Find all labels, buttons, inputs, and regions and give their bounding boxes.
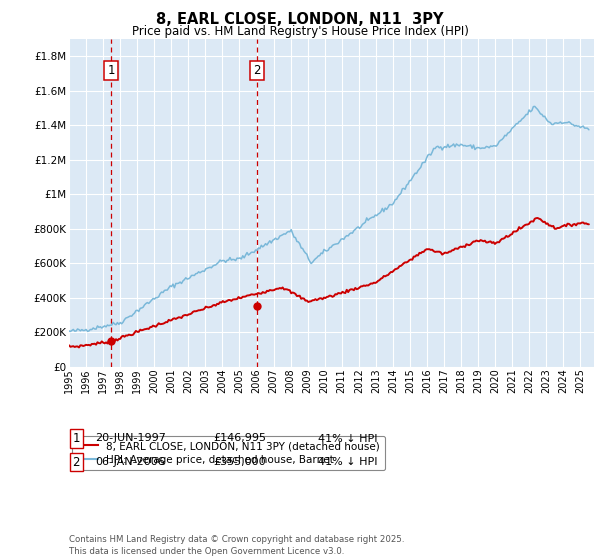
Text: Price paid vs. HM Land Registry's House Price Index (HPI): Price paid vs. HM Land Registry's House … xyxy=(131,25,469,38)
Text: Contains HM Land Registry data © Crown copyright and database right 2025.
This d: Contains HM Land Registry data © Crown c… xyxy=(69,535,404,556)
Text: 1: 1 xyxy=(73,432,80,445)
Text: 20-JUN-1997: 20-JUN-1997 xyxy=(95,433,166,444)
Text: £146,995: £146,995 xyxy=(213,433,266,444)
Text: 2: 2 xyxy=(73,455,80,469)
Text: 1: 1 xyxy=(107,64,115,77)
Text: 8, EARL CLOSE, LONDON, N11  3PY: 8, EARL CLOSE, LONDON, N11 3PY xyxy=(156,12,444,27)
Text: 06-JAN-2006: 06-JAN-2006 xyxy=(95,457,164,467)
Text: 41% ↓ HPI: 41% ↓ HPI xyxy=(318,457,377,467)
Text: 41% ↓ HPI: 41% ↓ HPI xyxy=(318,433,377,444)
Legend: 8, EARL CLOSE, LONDON, N11 3PY (detached house), HPI: Average price, detached ho: 8, EARL CLOSE, LONDON, N11 3PY (detached… xyxy=(71,436,385,470)
Text: £355,000: £355,000 xyxy=(213,457,266,467)
Text: 2: 2 xyxy=(253,64,260,77)
